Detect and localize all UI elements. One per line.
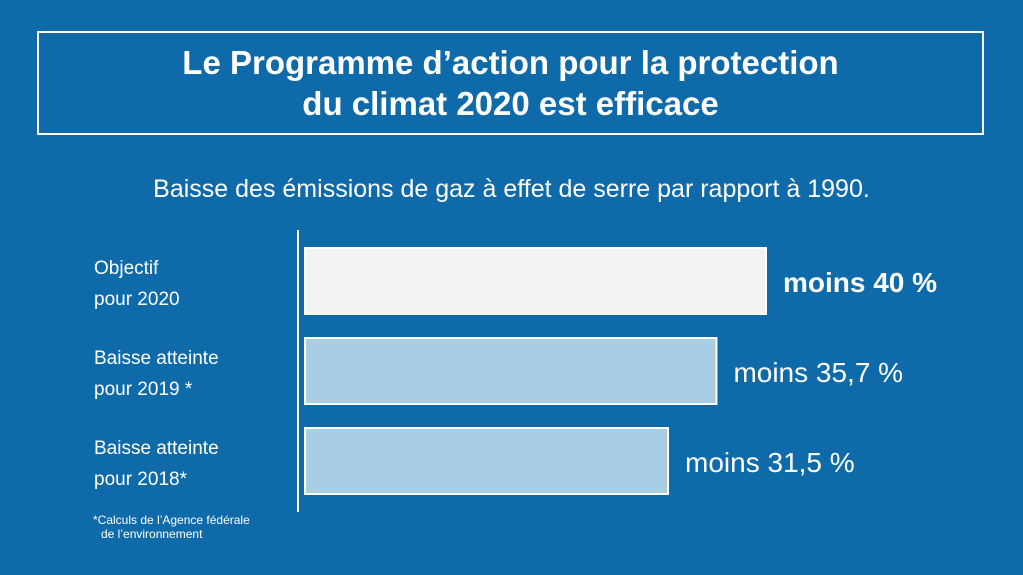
- title-line-1: Le Programme d’action pour la protection: [182, 44, 839, 81]
- value-label-2: moins 35,7 %: [733, 357, 903, 388]
- footnote-line-1: *Calculs de l’Agence fédérale: [93, 513, 250, 527]
- footnote: *Calculs de l’Agence fédérale de l’envir…: [93, 513, 250, 541]
- value-label-1: moins 40 %: [783, 267, 937, 298]
- bar-1: [304, 247, 767, 315]
- category-label-2-line-1: Baisse atteinte: [94, 348, 219, 369]
- category-label-2-line-2: pour 2019 *: [94, 379, 193, 400]
- category-label-1-line-1: Objectif: [94, 258, 159, 279]
- category-label-3-line-1: Baisse atteinte: [94, 438, 219, 459]
- category-label-1-line-2: pour 2020: [94, 289, 180, 310]
- title-box: Le Programme d’action pour la protection…: [37, 31, 984, 135]
- title-line-2: du climat 2020 est efficace: [302, 85, 719, 122]
- footnote-line-2: de l’environnement: [101, 527, 203, 541]
- value-label-3: moins 31,5 %: [685, 447, 855, 478]
- bar-2: [304, 337, 718, 405]
- category-label-3-line-2: pour 2018*: [94, 469, 188, 490]
- chart-subtitle: Baisse des émissions de gaz à effet de s…: [153, 175, 870, 203]
- bar-3: [304, 427, 670, 495]
